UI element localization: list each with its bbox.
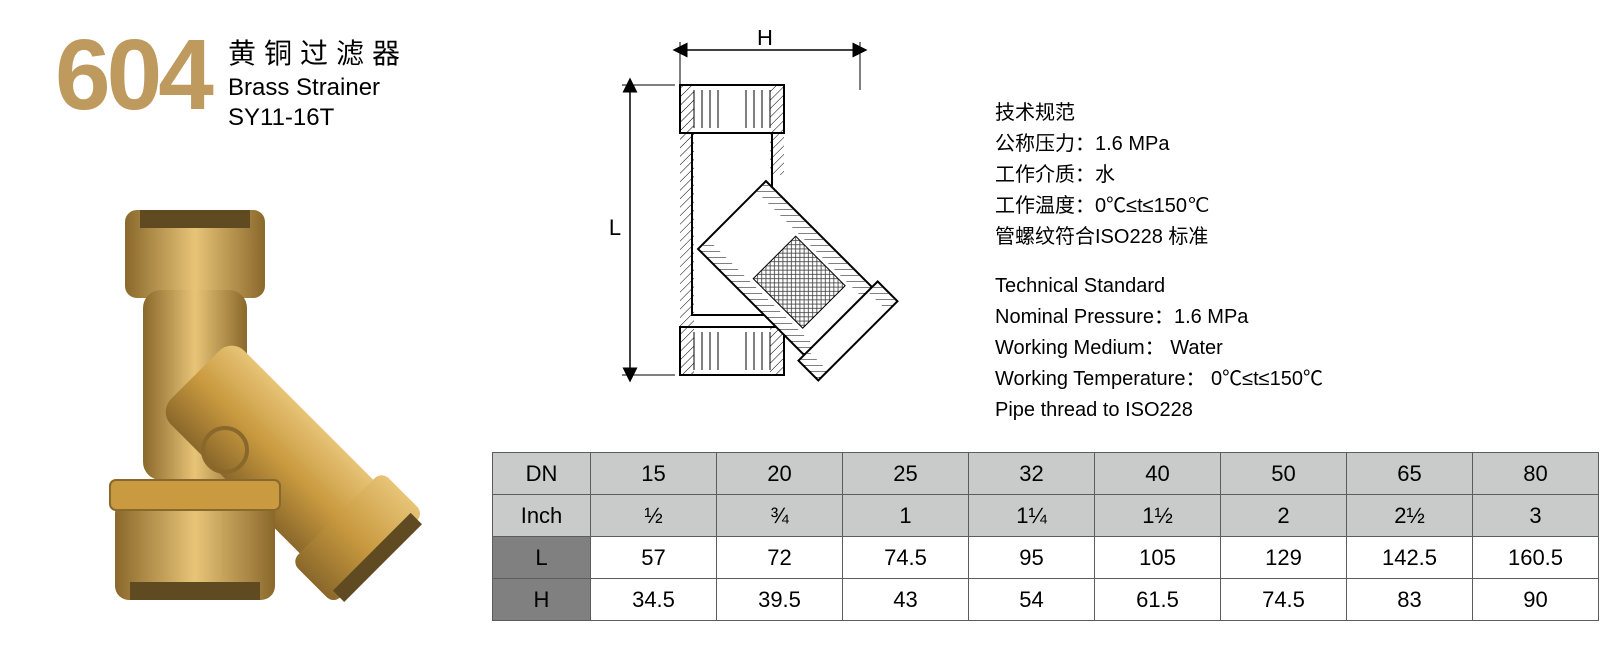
spec-cn-heading: 技术规范 [995,98,1323,129]
table-cell: 80 [1473,453,1599,495]
row-label-h: H [493,579,591,621]
spec-en-thread: Pipe thread to ISO228 [995,395,1323,426]
spec-en-medium: Working Medium： Water [995,333,1323,364]
table-cell: 1¼ [969,495,1095,537]
table-row: L 57 72 74.5 95 105 129 142.5 160.5 [493,537,1599,579]
row-label-l: L [493,537,591,579]
table-cell: ½ [591,495,717,537]
table-cell: 1½ [1095,495,1221,537]
table-cell: 90 [1473,579,1599,621]
table-cell: 25 [843,453,969,495]
table-cell: 34.5 [591,579,717,621]
table-row: Inch ½ ¾ 1 1¼ 1½ 2 2½ 3 [493,495,1599,537]
table-cell: 74.5 [843,537,969,579]
dim-h-label: H [757,30,773,50]
title-chinese: 黄铜过滤器 [228,32,408,72]
table-cell: 65 [1347,453,1473,495]
spec-en-pressure: Nominal Pressure：1.6 MPa [995,302,1323,333]
table-cell: 2 [1221,495,1347,537]
table-cell: 43 [843,579,969,621]
dimensions-table: DN 15 20 25 32 40 50 65 80 Inch ½ ¾ 1 1¼… [492,452,1599,621]
table-cell: ¾ [717,495,843,537]
table-cell: 95 [969,537,1095,579]
specification-block: 技术规范 公称压力：1.6 MPa 工作介质：水 工作温度：0℃≤t≤150℃ … [995,98,1323,426]
spec-en-temp: Working Temperature： 0℃≤t≤150℃ [995,364,1323,395]
table-cell: 3 [1473,495,1599,537]
table-cell: 142.5 [1347,537,1473,579]
table-cell: 20 [717,453,843,495]
table-cell: 160.5 [1473,537,1599,579]
table-cell: 2½ [1347,495,1473,537]
spec-cn-temp: 工作温度：0℃≤t≤150℃ [995,191,1323,222]
table-row: DN 15 20 25 32 40 50 65 80 [493,453,1599,495]
col-label-inch: Inch [493,495,591,537]
datasheet-page: 604 黄铜过滤器 Brass Strainer SY11-16T [0,0,1600,657]
table-cell: 32 [969,453,1095,495]
table-cell: 61.5 [1095,579,1221,621]
spec-cn-medium: 工作介质：水 [995,160,1323,191]
product-photo [55,200,435,620]
title-model: SY11-16T [228,104,408,132]
table-row: H 34.5 39.5 43 54 61.5 74.5 83 90 [493,579,1599,621]
dim-l-label: L [609,215,621,240]
table-cell: 39.5 [717,579,843,621]
spec-cn-pressure: 公称压力：1.6 MPa [995,129,1323,160]
title-english: Brass Strainer [228,74,408,102]
table-cell: 54 [969,579,1095,621]
col-label-dn: DN [493,453,591,495]
table-cell: 72 [717,537,843,579]
table-cell: 129 [1221,537,1347,579]
table-cell: 50 [1221,453,1347,495]
product-number: 604 [55,18,210,133]
table-cell: 74.5 [1221,579,1347,621]
table-cell: 40 [1095,453,1221,495]
table-cell: 105 [1095,537,1221,579]
technical-drawing: H L [560,30,920,410]
table-cell: 57 [591,537,717,579]
table-cell: 15 [591,453,717,495]
title-block: 黄铜过滤器 Brass Strainer SY11-16T [228,32,408,132]
table-cell: 83 [1347,579,1473,621]
spec-en-heading: Technical Standard [995,271,1323,302]
table-cell: 1 [843,495,969,537]
spec-cn-thread: 管螺纹符合ISO228 标准 [995,222,1323,253]
